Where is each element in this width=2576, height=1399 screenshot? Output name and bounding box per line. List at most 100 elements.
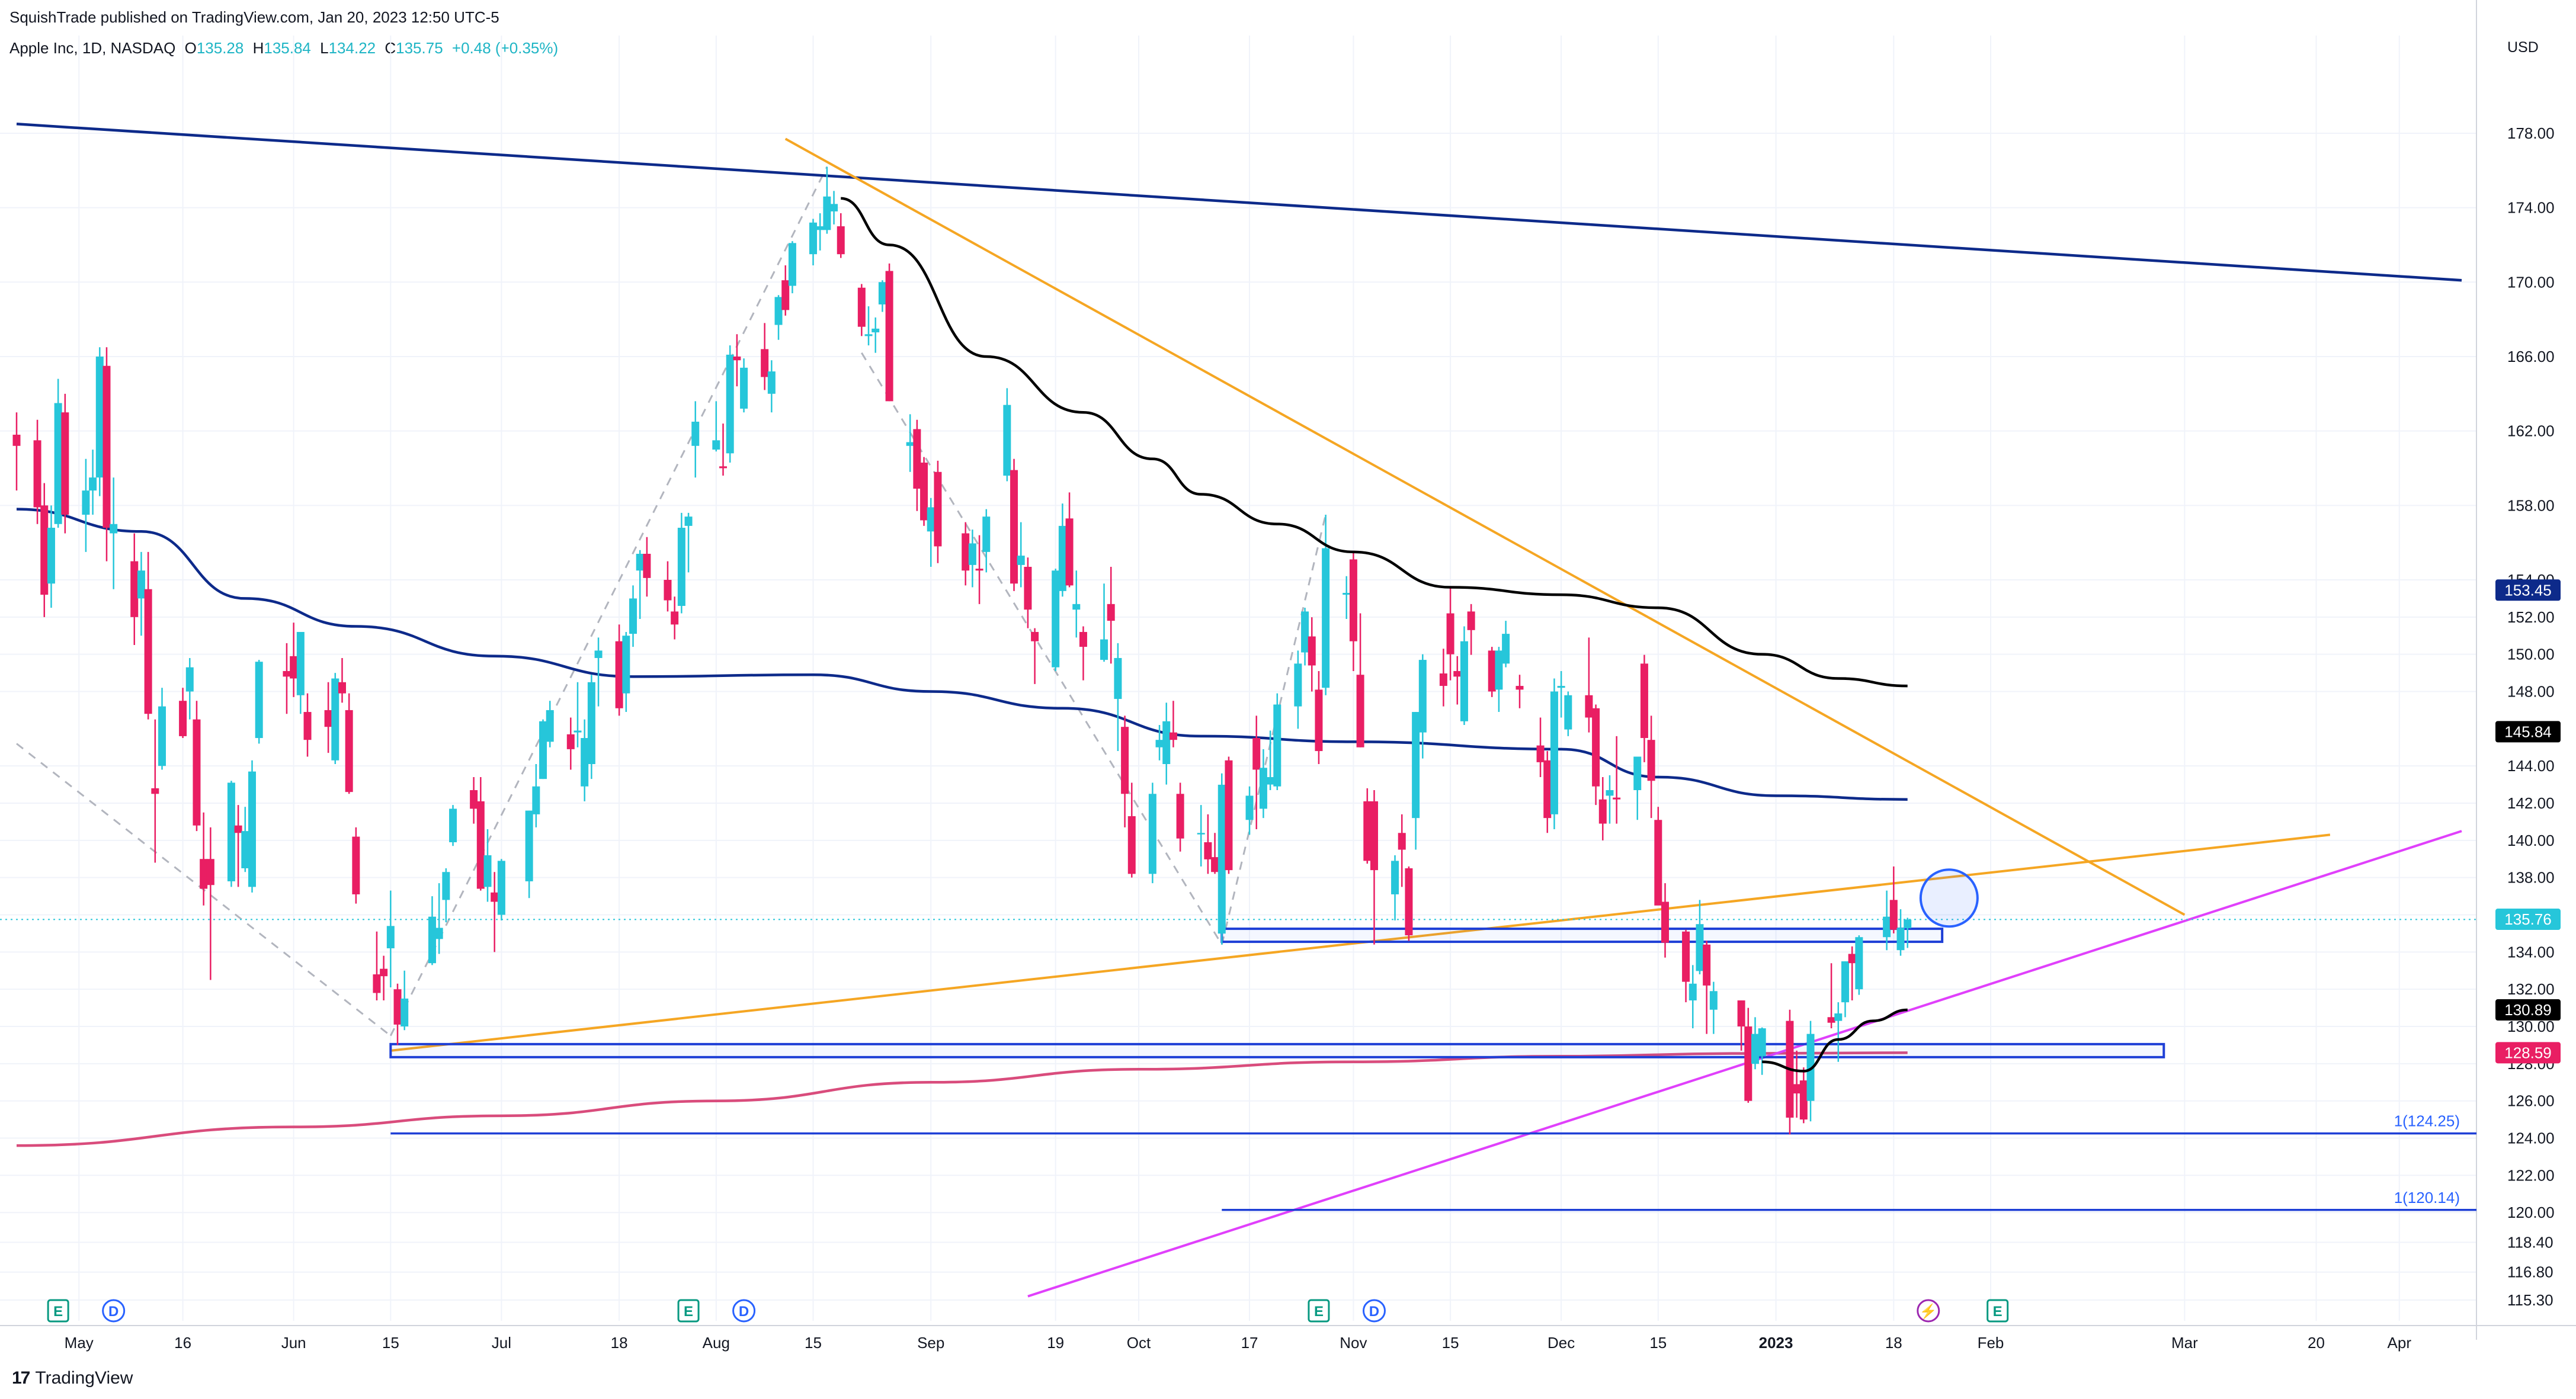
candle-down: [1827, 1017, 1835, 1023]
earnings-marker-icon: [677, 1299, 700, 1323]
ma-50-line: [841, 197, 1908, 688]
candle-up: [428, 916, 436, 964]
candle-up: [982, 516, 991, 552]
candle-up: [1245, 795, 1254, 820]
low-value: 134.22: [328, 39, 376, 57]
candle-up: [1155, 740, 1164, 747]
fib-level-label: 1(120.14): [2394, 1189, 2460, 1207]
candle-up: [1633, 756, 1642, 791]
candle-down: [664, 579, 672, 601]
candle-down: [1308, 636, 1316, 666]
price-tag-label: 135.76: [2504, 910, 2552, 928]
candle-up: [823, 196, 831, 230]
x-tick-label: 15: [805, 1334, 822, 1352]
x-tick-label: 2023: [1759, 1334, 1793, 1352]
candle-up: [712, 440, 720, 450]
candle-up: [1322, 548, 1330, 688]
candle-down: [1405, 868, 1413, 936]
candle-down: [130, 561, 139, 617]
y-tick-label: 115.30: [2507, 1291, 2553, 1309]
candle-up: [1550, 691, 1558, 814]
candle-up: [1301, 611, 1309, 653]
x-tick-label: Dec: [1547, 1334, 1575, 1352]
fib-level-label: 1(124.25): [2394, 1112, 2460, 1130]
candle-up: [255, 662, 263, 739]
event-marker-label: D: [1369, 1304, 1379, 1320]
dividend-marker-icon: [1362, 1299, 1386, 1323]
candle-down: [12, 434, 21, 446]
candle-up: [110, 524, 118, 534]
candle-down: [1682, 931, 1690, 982]
candle-up: [1855, 937, 1863, 990]
x-tick-label: 15: [1649, 1334, 1667, 1352]
candle-up: [401, 998, 409, 1027]
descending-trendline: [16, 123, 2462, 282]
candle-up: [968, 543, 976, 565]
candle-down: [373, 974, 381, 993]
candle-down: [837, 226, 845, 255]
candle-up: [248, 771, 257, 887]
dashed-path-line: [861, 352, 1223, 945]
tradingview-brand[interactable]: 17 TradingView: [12, 1368, 133, 1388]
candle-up: [1017, 556, 1025, 565]
candle-up: [1003, 405, 1011, 476]
candle-down: [61, 412, 69, 515]
candle-up: [740, 367, 748, 409]
price-tag: [2495, 721, 2561, 743]
dashed-path-line: [389, 166, 828, 1037]
candle-down: [1592, 708, 1600, 787]
candle-up: [1751, 1034, 1759, 1064]
change-value: +0.48 (+0.35%): [451, 39, 559, 57]
x-tick-label: Feb: [1978, 1334, 2004, 1352]
candle-up: [587, 682, 595, 765]
candle-down: [1737, 1000, 1745, 1027]
candle-down: [144, 589, 152, 714]
candle-up: [82, 490, 90, 515]
candle-up: [435, 928, 443, 939]
candle-down: [290, 656, 298, 679]
candle-down: [1585, 695, 1593, 718]
candle-down: [962, 533, 970, 571]
event-marker-label: E: [1314, 1304, 1324, 1320]
candle-up: [774, 297, 783, 325]
candles: [12, 166, 1912, 1135]
candle-down: [1225, 760, 1233, 871]
y-tick-label: 148.00: [2507, 683, 2555, 701]
y-tick-label: 158.00: [2507, 496, 2555, 514]
candle-down: [40, 505, 49, 595]
x-tick-label: 18: [611, 1334, 628, 1352]
candle-up: [1495, 650, 1503, 690]
candle-up: [1606, 790, 1614, 796]
y-tick-label: 134.00: [2507, 943, 2555, 961]
candle-up: [788, 243, 796, 286]
ma-200-line: [16, 1051, 1908, 1147]
candle-up: [1197, 833, 1205, 835]
support-zone-box: [389, 1042, 2165, 1058]
candle-down: [761, 349, 769, 377]
open-label: O: [184, 39, 197, 57]
candle-up: [830, 204, 838, 211]
brand-label: TradingView: [35, 1368, 133, 1388]
candle-up: [89, 477, 97, 491]
candle-down: [1010, 470, 1018, 584]
candle-up: [691, 421, 700, 446]
candle-down: [283, 670, 291, 677]
candle-up: [95, 356, 104, 478]
candle-down: [934, 471, 942, 547]
candle-down: [1446, 613, 1454, 654]
candle-down: [476, 801, 485, 889]
candle-down: [179, 701, 187, 736]
candle-up: [386, 926, 395, 949]
price-tag: [2495, 909, 2561, 930]
y-tick-label: 142.00: [2507, 794, 2555, 812]
candle-up: [449, 808, 457, 842]
candle-down: [1848, 954, 1856, 964]
high-label: H: [252, 39, 264, 57]
x-tick-label: 18: [1885, 1334, 1902, 1352]
price-tag-label: 153.45: [2504, 581, 2552, 599]
candle-up: [1294, 663, 1302, 707]
dividend-marker-icon: [102, 1299, 126, 1323]
candle-down: [1793, 1084, 1801, 1094]
candle-down: [491, 892, 499, 902]
